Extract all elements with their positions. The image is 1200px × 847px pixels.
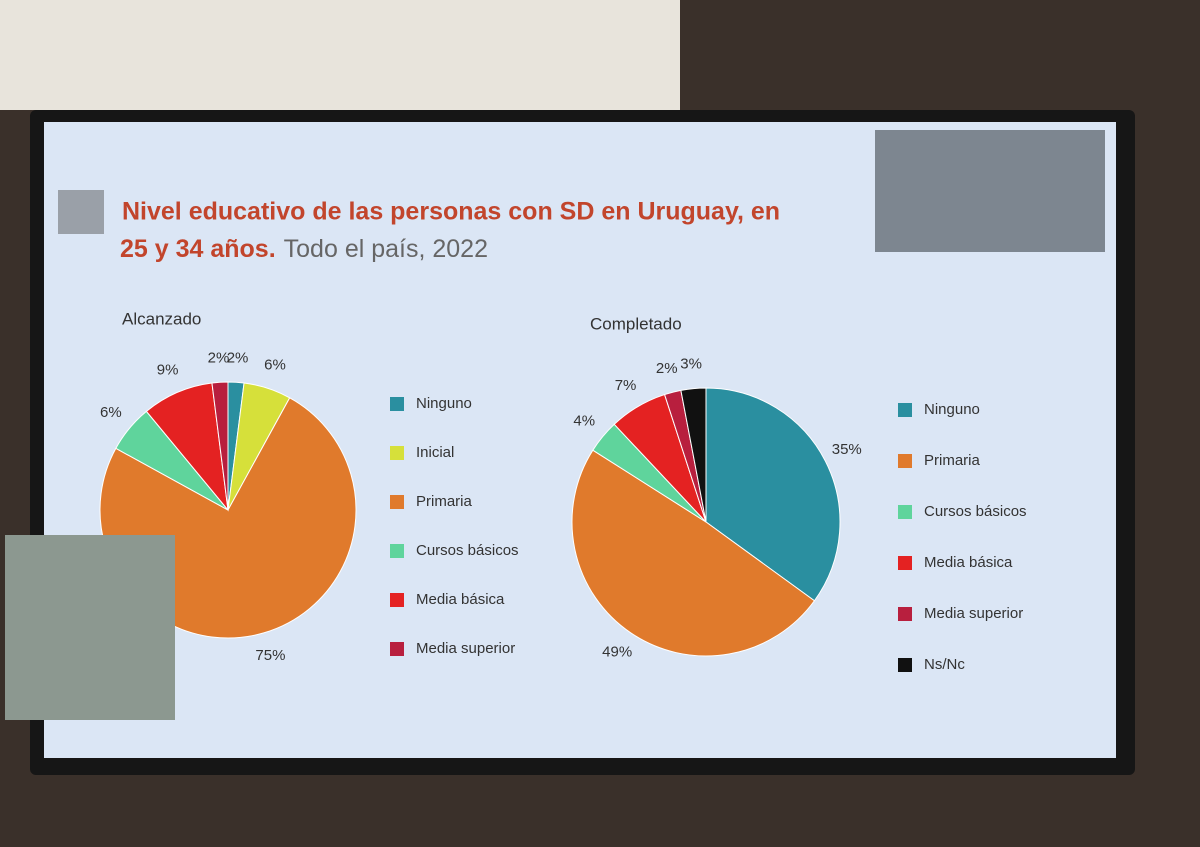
legend-swatch [898, 658, 912, 672]
sign-language-overlay [5, 535, 175, 720]
subtitle: Todo el país, 2022 [284, 235, 488, 263]
value-label: 35% [832, 441, 862, 458]
window-light [0, 0, 680, 110]
legend-label: Primaria [416, 493, 472, 510]
legend-label: Ninguno [924, 401, 980, 418]
legend-label: Media básica [416, 591, 505, 608]
legend-label: Cursos básicos [924, 503, 1027, 520]
legend-swatch [898, 607, 912, 621]
legend-label: Cursos básicos [416, 542, 519, 559]
legend-label: Media superior [924, 605, 1023, 622]
pie-slice [680, 387, 707, 523]
pie-slice [211, 381, 229, 511]
legend-label: Inicial [416, 444, 454, 461]
legend-swatch [390, 397, 404, 411]
legend-swatch [898, 556, 912, 570]
value-label: 7% [615, 377, 637, 394]
legend-swatch [390, 495, 404, 509]
pie-slice [705, 387, 841, 602]
value-label: 6% [264, 356, 286, 373]
legend-label: Media superior [416, 640, 515, 657]
pie-slice [571, 449, 816, 657]
chart-title: Completado [590, 314, 682, 333]
value-label: 75% [255, 647, 285, 664]
value-label: 6% [100, 404, 122, 421]
value-label: 4% [573, 412, 595, 429]
chart-title: Alcanzado [122, 309, 201, 328]
audio-icon [58, 190, 104, 234]
legend-swatch [898, 454, 912, 468]
title-line2: 25 y 34 años. [120, 235, 276, 263]
slide-title-line2: 25 y 34 años. Todo el país, 2022 [120, 235, 488, 263]
legend-swatch [898, 403, 912, 417]
legend-swatch [898, 505, 912, 519]
value-label: 2% [208, 349, 230, 366]
legend-label: Ns/Nc [924, 656, 965, 673]
value-label: 2% [656, 360, 678, 377]
legend-label: Media básica [924, 554, 1013, 571]
legend-label: Primaria [924, 452, 980, 469]
legend-swatch [390, 446, 404, 460]
legend-swatch [390, 642, 404, 656]
value-label: 2% [227, 349, 249, 366]
value-label: 49% [602, 644, 632, 661]
legend-swatch [390, 593, 404, 607]
value-label: 9% [157, 361, 179, 378]
slide-title: Nivel educativo de las personas con SD e… [122, 198, 780, 226]
video-overlay [875, 130, 1105, 252]
legend-label: Ninguno [416, 395, 472, 412]
value-label: 3% [680, 356, 702, 373]
legend-swatch [390, 544, 404, 558]
